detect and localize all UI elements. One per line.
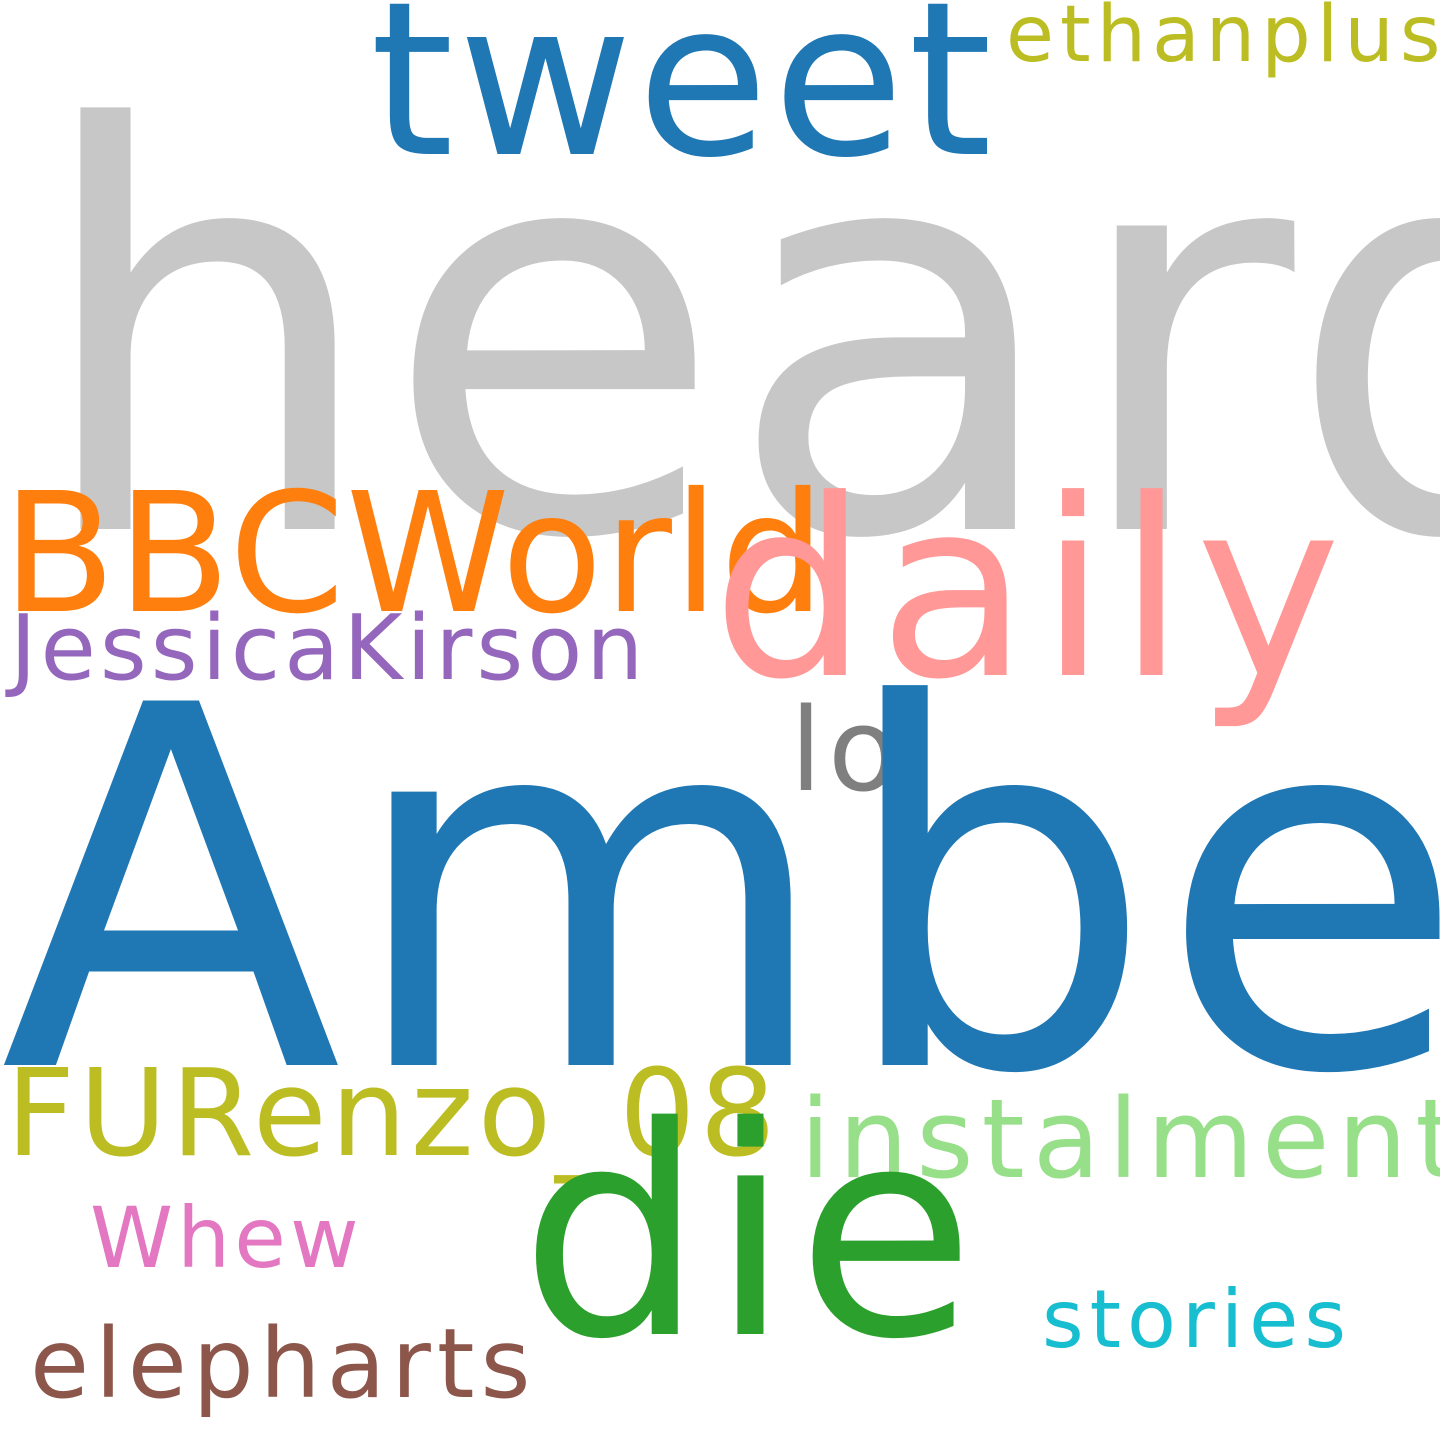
word-instalment: instalment: [800, 1075, 1440, 1203]
word-lol: lol: [790, 684, 943, 818]
word-heard: heard: [30, 14, 1440, 660]
word-whew: Whew: [90, 1189, 363, 1287]
word-jessicakirson: JessicaKirson: [10, 596, 648, 701]
word-amber: Amber: [0, 601, 1440, 1183]
word-tweet: tweet: [370, 0, 997, 205]
word-elepharts: elepharts: [30, 1308, 537, 1420]
word-furenzo: FURenzo_08: [6, 1045, 780, 1184]
word-stories: stories: [1042, 1273, 1353, 1366]
word-daily: daily: [712, 448, 1352, 734]
word-ethanplus: ethanplus_: [1006, 0, 1440, 80]
word-bbcworld: BBCWorld: [2, 458, 827, 651]
word-die: die: [520, 1066, 982, 1403]
